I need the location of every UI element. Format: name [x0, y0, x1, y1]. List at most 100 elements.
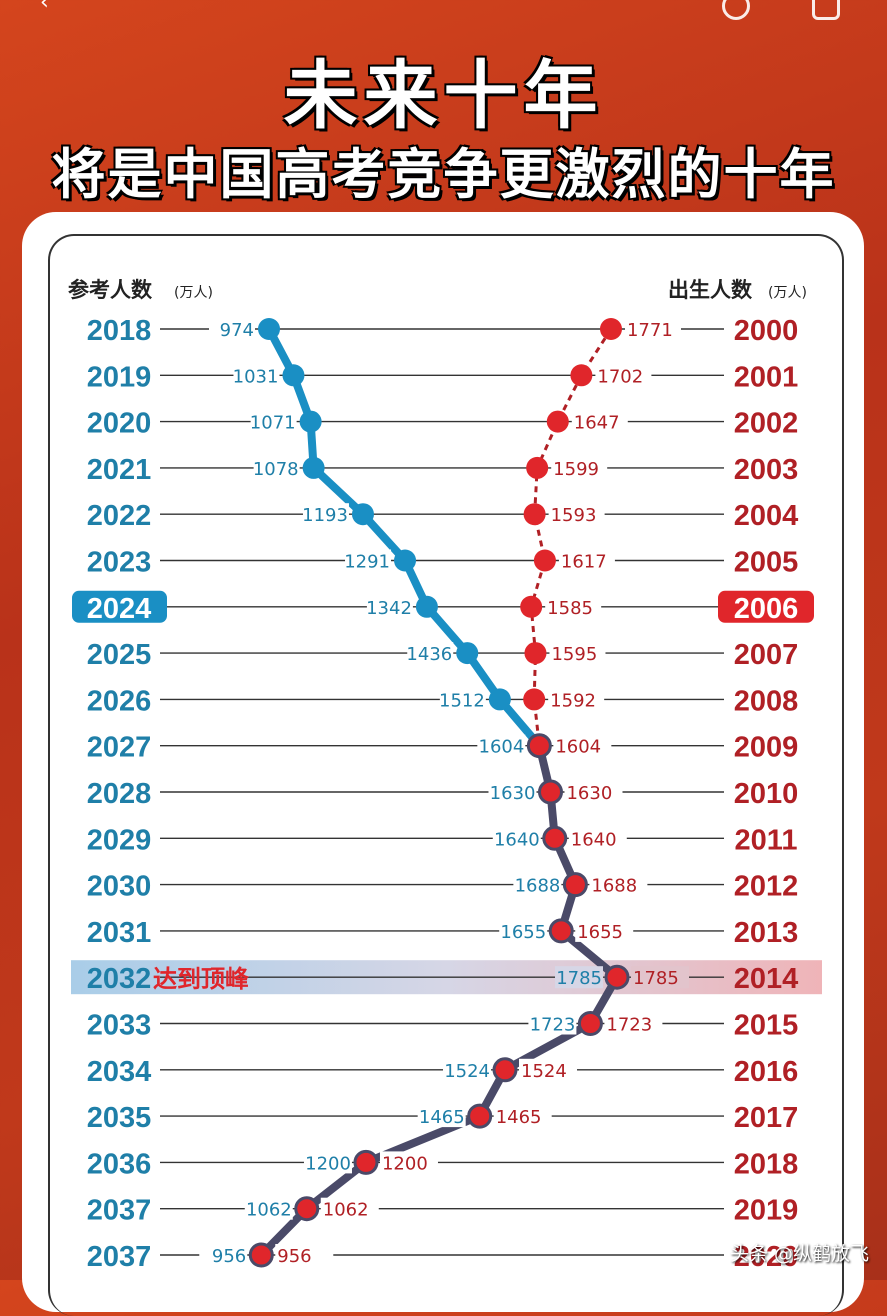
birth-point — [523, 688, 546, 711]
birth-year-label: 2000 — [734, 315, 799, 347]
exam-value-label: 974 — [220, 320, 254, 341]
exam-value-label: 1688 — [515, 876, 561, 897]
exam-label-bg — [443, 1058, 492, 1081]
exam-year-label: 2028 — [87, 778, 152, 810]
birth-value-label: 1595 — [551, 644, 597, 665]
exam-label-bg — [513, 873, 562, 896]
exam-year-label: 2019 — [87, 361, 152, 393]
birth-value-label: 1062 — [323, 1200, 369, 1221]
birth-point — [570, 364, 593, 387]
search-icon[interactable] — [722, 0, 750, 20]
merged-point — [604, 964, 630, 990]
exam-year-label: 2030 — [87, 871, 152, 903]
birth-value-label: 956 — [277, 1246, 311, 1267]
birth-label-bg — [275, 1244, 334, 1266]
exam-value-label: 1630 — [490, 783, 536, 804]
exam-value-label: 1604 — [479, 737, 525, 758]
birth-point — [533, 549, 556, 572]
exam-point — [394, 549, 417, 572]
birth-year-label: 2005 — [734, 547, 799, 579]
exam-value-label: 1291 — [344, 552, 390, 573]
exam-point — [299, 410, 322, 433]
headline-sub: 将是中国高考竞争更激烈的十年 — [51, 143, 836, 206]
exam-year-label: 2027 — [87, 732, 152, 764]
merged-point — [548, 918, 574, 944]
birth-value-label: 1200 — [382, 1153, 428, 1174]
birth-label-bg — [545, 595, 602, 618]
birth-year-label: 2018 — [734, 1148, 799, 1180]
exam-label-bg — [492, 827, 541, 850]
birth-year-label: 2014 — [734, 963, 799, 995]
exam-label-bg — [528, 1012, 577, 1035]
birth-point — [523, 503, 546, 526]
left-header-unit: (万人) — [174, 285, 213, 301]
exam-year-label: 2029 — [87, 824, 152, 856]
birth-year-label: 2001 — [734, 361, 799, 393]
current-year-pill-right — [718, 590, 814, 623]
exam-point — [282, 364, 305, 387]
birth-label-bg — [493, 1105, 552, 1128]
exam-year-label: 2025 — [87, 639, 152, 671]
birth-year-label: 2004 — [734, 500, 799, 532]
birth-year-label: 2017 — [734, 1102, 799, 1134]
exam-label-bg — [407, 642, 454, 665]
birth-label-bg — [558, 549, 615, 572]
birth-year-label: 2015 — [734, 1010, 799, 1042]
exam-year-label: 2034 — [87, 1056, 152, 1088]
merged-series-line — [258, 744, 621, 1258]
birth-year-label: 2010 — [734, 778, 799, 810]
chart-frame — [48, 234, 844, 1316]
exam-value-label: 1193 — [302, 505, 348, 526]
exam-year-label: 2023 — [87, 547, 152, 579]
birth-point — [599, 318, 622, 340]
birth-value-label: 1585 — [547, 598, 593, 619]
exam-point — [351, 503, 374, 526]
right-header-unit: (万人) — [768, 285, 807, 301]
exam-label-bg — [439, 688, 486, 711]
exam-point — [415, 595, 438, 618]
birth-year-label: 2013 — [734, 917, 799, 949]
birth-value-label: 1599 — [553, 459, 599, 480]
merged-point — [537, 779, 563, 805]
back-arrow-icon[interactable]: ‹ — [40, 0, 49, 15]
exam-label-bg — [366, 595, 413, 618]
exam-value-label: 1465 — [419, 1107, 465, 1128]
birth-year-label: 2011 — [735, 824, 798, 856]
merged-point — [577, 1011, 603, 1036]
exam-year-label: 2037 — [87, 1241, 152, 1273]
merged-point — [467, 1103, 493, 1129]
birth-year-label: 2002 — [734, 408, 799, 440]
birth-label-bg — [548, 503, 605, 526]
birth-year-label: 2012 — [734, 871, 799, 903]
birth-label-bg — [624, 318, 681, 340]
merged-point — [526, 733, 552, 759]
headline-main: 未来十年 — [283, 53, 604, 139]
exam-year-label: 2021 — [87, 454, 152, 486]
exam-label-bg — [303, 1151, 352, 1174]
exam-value-label: 1524 — [444, 1061, 490, 1082]
exam-value-label: 1436 — [406, 644, 452, 665]
birth-label-bg — [571, 410, 628, 433]
exam-value-label: 1078 — [253, 459, 299, 480]
exam-value-label: 1785 — [556, 968, 602, 989]
exam-year-label: 2032 — [87, 963, 152, 995]
exam-label-bg — [199, 1244, 248, 1266]
exam-label-bg — [209, 318, 255, 340]
share-icon[interactable] — [812, 0, 840, 20]
exam-value-label: 1200 — [305, 1153, 351, 1174]
merged-point — [353, 1149, 379, 1175]
birth-value-label: 1604 — [555, 737, 601, 758]
birth-year-label: 2008 — [734, 685, 799, 717]
exam-series-line — [265, 327, 543, 749]
exam-label-bg — [244, 1197, 293, 1220]
merged-point — [562, 872, 588, 898]
birth-year-label: 2019 — [734, 1195, 799, 1227]
birth-value-label: 1647 — [574, 413, 620, 434]
birth-value-label: 1592 — [550, 690, 596, 711]
exam-value-label: 1342 — [366, 598, 412, 619]
merged-point — [294, 1196, 320, 1222]
birth-value-label: 1723 — [606, 1015, 652, 1036]
birth-point — [524, 642, 547, 665]
birth-value-label: 1524 — [521, 1061, 567, 1082]
exam-year-label: 2033 — [87, 1010, 152, 1042]
